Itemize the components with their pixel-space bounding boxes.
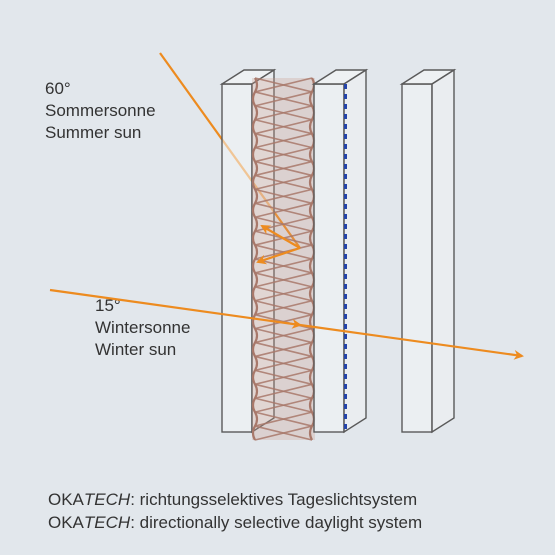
glass-pane-3 xyxy=(402,70,454,432)
diagram-svg xyxy=(0,0,555,555)
mesh-layer xyxy=(252,78,315,440)
glass-pane-2 xyxy=(314,70,366,432)
